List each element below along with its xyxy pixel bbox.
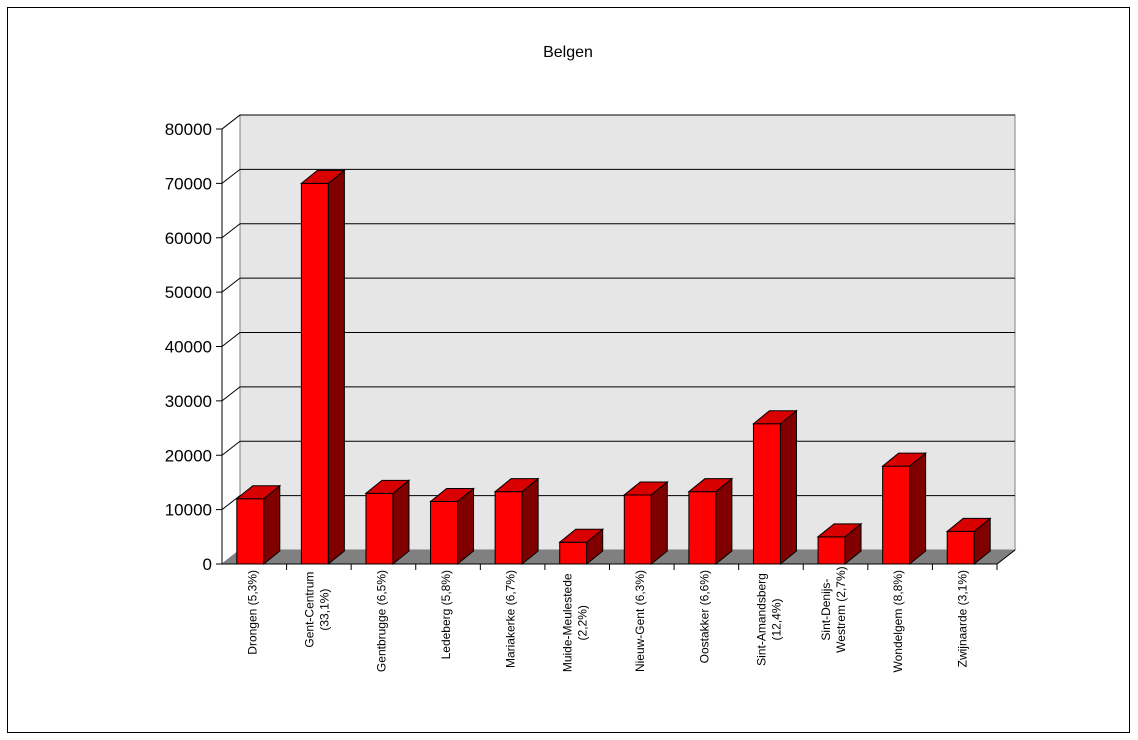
bar-side (392, 479, 410, 566)
x-category-label-line: Sint-Amandsberg (754, 573, 768, 666)
x-category-label-line: (33,1%) (317, 589, 331, 631)
x-category-label: Drongen (5,3%) (245, 570, 259, 655)
bar-side (521, 477, 539, 566)
bar-front (882, 465, 911, 565)
bar (299, 169, 346, 566)
x-category-label: Gentbrugge (6,5%) (374, 570, 388, 672)
x-category-label-line: (2,2%) (576, 605, 590, 640)
bar (364, 479, 411, 566)
x-category-label: Sint-Denijs-Westrem (2,7%) (819, 566, 848, 652)
bar (429, 487, 475, 566)
y-tick-label: 0 (203, 555, 212, 574)
bar-front (365, 492, 394, 565)
y-tick-label: 40000 (165, 338, 212, 357)
bar (687, 477, 734, 566)
x-category-label-line: Nieuw-Gent (6,3%) (633, 570, 647, 672)
bar-top (687, 478, 734, 493)
bar-front (494, 491, 523, 565)
gridline (221, 223, 1015, 239)
bar-front (752, 423, 781, 565)
y-tick-label: 70000 (165, 174, 212, 193)
bar-front (430, 500, 459, 565)
x-category-label: Oostakker (6,6%) (697, 570, 711, 663)
chart-title: Belgen (543, 44, 593, 61)
y-tick-label: 20000 (165, 446, 212, 465)
bar (493, 477, 540, 566)
bar-side (909, 452, 927, 566)
bar-side (650, 480, 668, 566)
gridline (221, 277, 1015, 293)
x-axis-depth-line (996, 549, 1016, 565)
bar-side (263, 484, 281, 566)
x-category-label: Gent-Centrum(33,1%) (302, 572, 331, 648)
gridline (221, 386, 1015, 402)
y-tick-labels: 0 10000 20000 30000 40000 50000 60000 70000 8000… (165, 120, 212, 574)
x-category-label: Mariakerke (6,7%) (504, 570, 518, 668)
x-category-label: Ledeberg (5,8%) (439, 570, 453, 659)
x-category-label-line: Sint-Denijs- (819, 579, 833, 641)
x-category-label-line: Wondelgem (8,8%) (891, 570, 905, 673)
x-category-label-line: Westrem (2,7%) (834, 566, 848, 652)
bar-top (493, 478, 540, 493)
bar-top (881, 452, 928, 467)
bar (881, 452, 928, 566)
bar-top (364, 479, 411, 494)
y-tick-label: 60000 (165, 229, 212, 248)
bar-top (945, 517, 992, 532)
bar-front (946, 530, 975, 565)
x-category-label-line: Gentbrugge (6,5%) (374, 570, 388, 672)
x-category-labels: Drongen (5,3%) Gent-Centrum(33,1%) Gentbru… (245, 566, 969, 672)
x-category-label: Nieuw-Gent (6,3%) (633, 570, 647, 672)
gridline (221, 168, 1015, 184)
bar-side (779, 409, 797, 566)
bar (622, 480, 669, 566)
x-category-label-line: Mariakerke (6,7%) (504, 570, 518, 668)
x-category-label-line: Muide-Meulestede (561, 573, 575, 672)
bar (816, 522, 863, 566)
bar-top (752, 410, 798, 425)
y-tick-label: 10000 (165, 501, 212, 520)
y-tick-label: 50000 (165, 283, 212, 302)
bar-front (623, 494, 652, 565)
x-category-label-line: Oostakker (6,6%) (697, 570, 711, 663)
bar-series (235, 169, 992, 566)
bar-top (429, 487, 475, 502)
bar-top (235, 485, 282, 500)
axes (216, 128, 1016, 570)
bar-front (300, 182, 329, 565)
x-category-label: Zwijnaarde (3,1%) (956, 570, 970, 667)
y-tick-label: 30000 (165, 392, 212, 411)
bar-side (715, 477, 733, 566)
bar-front (559, 541, 588, 565)
bar-side (327, 169, 345, 566)
y-tick-label: 80000 (165, 120, 212, 139)
bar (558, 528, 605, 566)
bar-top (622, 481, 669, 496)
x-category-label-line: Ledeberg (5,8%) (439, 570, 453, 659)
x-category-label-line: Drongen (5,3%) (245, 570, 259, 655)
bar (752, 409, 798, 566)
bar (235, 484, 282, 566)
bar-front (817, 536, 846, 565)
bar-top (299, 169, 346, 184)
gridline (221, 332, 1015, 347)
bar-front (236, 498, 265, 565)
x-category-label: Sint-Amandsberg(12,4%) (754, 573, 783, 666)
gridline (221, 114, 1015, 130)
x-category-label-line: Zwijnaarde (3,1%) (956, 570, 970, 667)
x-category-label-line: Gent-Centrum (302, 572, 316, 648)
x-category-label: Muide-Meulestede(2,2%) (561, 573, 590, 672)
bar (945, 517, 992, 566)
x-category-label-line: (12,4%) (769, 598, 783, 640)
bar-top (558, 528, 605, 543)
bar-top (816, 523, 863, 538)
x-category-label: Wondelgem (8,8%) (891, 570, 905, 673)
bar-front (688, 491, 717, 565)
